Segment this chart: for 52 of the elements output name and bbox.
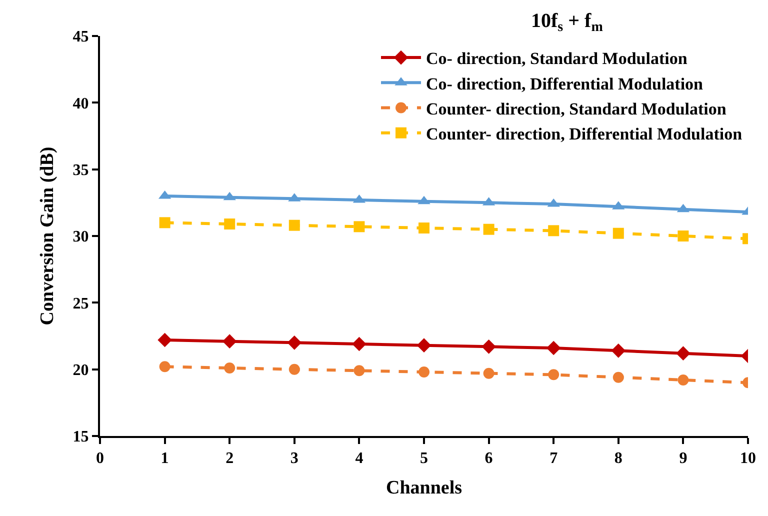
point bbox=[482, 340, 496, 354]
point bbox=[546, 340, 561, 356]
point bbox=[354, 365, 365, 376]
chart-title: 10f$_{s}$ + f$_{m}$ bbox=[531, 10, 604, 36]
point bbox=[222, 334, 237, 348]
point bbox=[287, 336, 302, 350]
x-axis-title: Channels bbox=[386, 478, 462, 498]
point bbox=[612, 372, 624, 383]
y-tick-label: 35 bbox=[72, 162, 89, 179]
point bbox=[159, 217, 170, 228]
point bbox=[676, 346, 690, 360]
y-axis-title: Conversion Gain (dB) bbox=[37, 146, 58, 326]
point bbox=[418, 366, 430, 378]
y-tick-label: 40 bbox=[72, 95, 89, 112]
point bbox=[483, 368, 494, 379]
legend-label: Counter- direction, Standard Modulation bbox=[426, 99, 727, 118]
x-tick-label: 4 bbox=[355, 450, 364, 468]
point bbox=[352, 336, 366, 352]
x-tick-label: 10 bbox=[740, 450, 756, 468]
point bbox=[678, 230, 689, 242]
point bbox=[612, 228, 624, 239]
x-tick-label: 1 bbox=[160, 450, 169, 468]
point bbox=[159, 361, 170, 372]
x-tick-label: 2 bbox=[226, 450, 234, 468]
x-tick-label: 6 bbox=[484, 450, 493, 468]
y-tick-label: 25 bbox=[72, 295, 89, 312]
point bbox=[548, 225, 560, 236]
x-tick-label: 9 bbox=[679, 450, 688, 468]
legend-label: Counter- direction, Differential Modulation bbox=[426, 124, 743, 144]
point bbox=[416, 338, 432, 352]
y-tick-label: 20 bbox=[72, 362, 89, 379]
legend-label: Co- direction, Standard Modulation bbox=[426, 49, 688, 68]
point bbox=[548, 369, 560, 380]
point bbox=[611, 344, 626, 358]
x-tick-label: 7 bbox=[550, 450, 558, 468]
point bbox=[678, 374, 689, 386]
x-tick-label: 3 bbox=[290, 450, 298, 468]
point bbox=[158, 332, 172, 348]
point bbox=[418, 222, 430, 234]
point bbox=[354, 221, 365, 232]
x-tick-label: 0 bbox=[96, 450, 104, 468]
x-tick-label: 8 bbox=[614, 450, 622, 468]
point bbox=[224, 218, 236, 230]
point bbox=[483, 224, 494, 235]
y-tick-label: 45 bbox=[72, 28, 89, 46]
legend-label: Co- direction, Differential Modulation bbox=[426, 74, 704, 94]
x-tick-label: 5 bbox=[420, 450, 428, 468]
point bbox=[288, 364, 300, 375]
y-tick-label: 30 bbox=[72, 228, 89, 246]
point bbox=[288, 220, 300, 231]
point bbox=[224, 362, 236, 374]
y-tick-label: 15 bbox=[72, 428, 89, 446]
